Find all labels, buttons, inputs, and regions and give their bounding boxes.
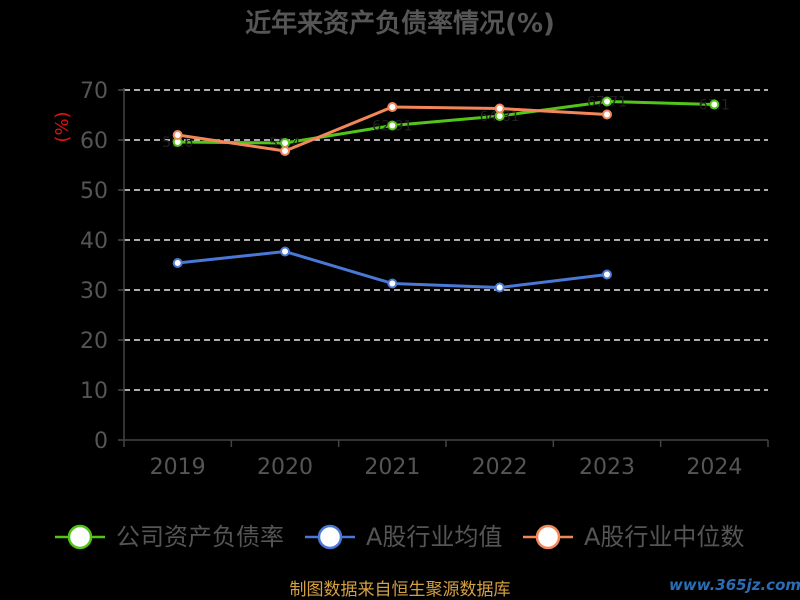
series-1: [172, 246, 612, 293]
y-tick-label-50: 50: [80, 179, 108, 204]
point-2-4: [602, 109, 612, 120]
x-tick-label-2020: 2020: [257, 455, 313, 480]
x-tick-label-2021: 2021: [364, 455, 420, 480]
y-axis-label: (%): [52, 111, 73, 142]
point-1-2: [387, 278, 398, 289]
point-2-2: [387, 102, 398, 112]
legend-item-0[interactable]: 公司资产负债率: [55, 523, 284, 551]
y-tick-label-0: 0: [94, 429, 108, 454]
series-0: 59.659.462.9164.8167.7167.1: [162, 95, 730, 153]
series-line-0: [177, 100, 715, 145]
y-tick-label-30: 30: [80, 279, 108, 304]
legend-label-2: A股行业中位数: [584, 523, 744, 551]
legend-marker-1: [317, 524, 343, 550]
y-tick-label-10: 10: [80, 379, 108, 404]
x-tick-label-2024: 2024: [686, 455, 742, 480]
y-tick-label-70: 70: [80, 79, 108, 104]
x-tick-label-2019: 2019: [150, 455, 206, 480]
y-tick-label-20: 20: [80, 329, 108, 354]
point-2-1: [280, 146, 290, 156]
series-layer: 59.659.462.9164.8167.7167.1: [162, 95, 730, 293]
x-tick-label-2023: 2023: [579, 455, 635, 480]
legend-marker-2: [535, 524, 561, 550]
legend-item-2[interactable]: A股行业中位数: [523, 523, 744, 551]
source-footer: 制图数据来自恒生聚源数据库: [290, 580, 511, 600]
x-tick-label-2022: 2022: [472, 455, 528, 480]
watermark: www.365jz.com: [669, 576, 800, 594]
legend-marker-0: [67, 524, 93, 550]
point-1-3: [494, 282, 505, 293]
legend-label-0: 公司资产负债率: [116, 523, 284, 551]
point-1-4: [602, 269, 612, 280]
legend-label-1: A股行业均值: [366, 523, 502, 551]
legend[interactable]: 公司资产负债率 A股行业均值 A股行业中位数: [55, 523, 744, 551]
chart-title: 近年来资产负债率情况(%): [245, 8, 555, 39]
axes: 0 10 20 30 40 50 60 70 2019 2020 2021 2022 2023 2024: [80, 79, 769, 480]
y-tick-label-40: 40: [80, 229, 108, 254]
point-2-0: [172, 130, 183, 140]
point-1-1: [280, 246, 290, 257]
legend-item-1[interactable]: A股行业均值: [305, 523, 502, 551]
point-1-0: [172, 258, 183, 268]
point-0-2: [387, 120, 398, 131]
series-2: [172, 102, 612, 156]
point-0-5: [709, 99, 720, 110]
point-0-4: [602, 96, 612, 107]
y-tick-label-60: 60: [80, 129, 108, 154]
grid: [124, 89, 768, 391]
point-2-3: [494, 103, 505, 114]
point-0-1: [280, 138, 290, 148]
